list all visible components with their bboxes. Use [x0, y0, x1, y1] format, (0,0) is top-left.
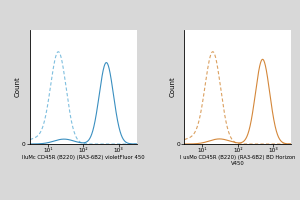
Y-axis label: Count: Count — [15, 77, 21, 97]
Y-axis label: Count: Count — [169, 77, 175, 97]
X-axis label: lluMc CD45R (B220) (RA3-6B2) violetFluor 450: lluMc CD45R (B220) (RA3-6B2) violetFluor… — [22, 155, 145, 160]
X-axis label: I usMo CD45R (B220) (RA3-6B2) BD Horizon V450: I usMo CD45R (B220) (RA3-6B2) BD Horizon… — [180, 155, 296, 166]
